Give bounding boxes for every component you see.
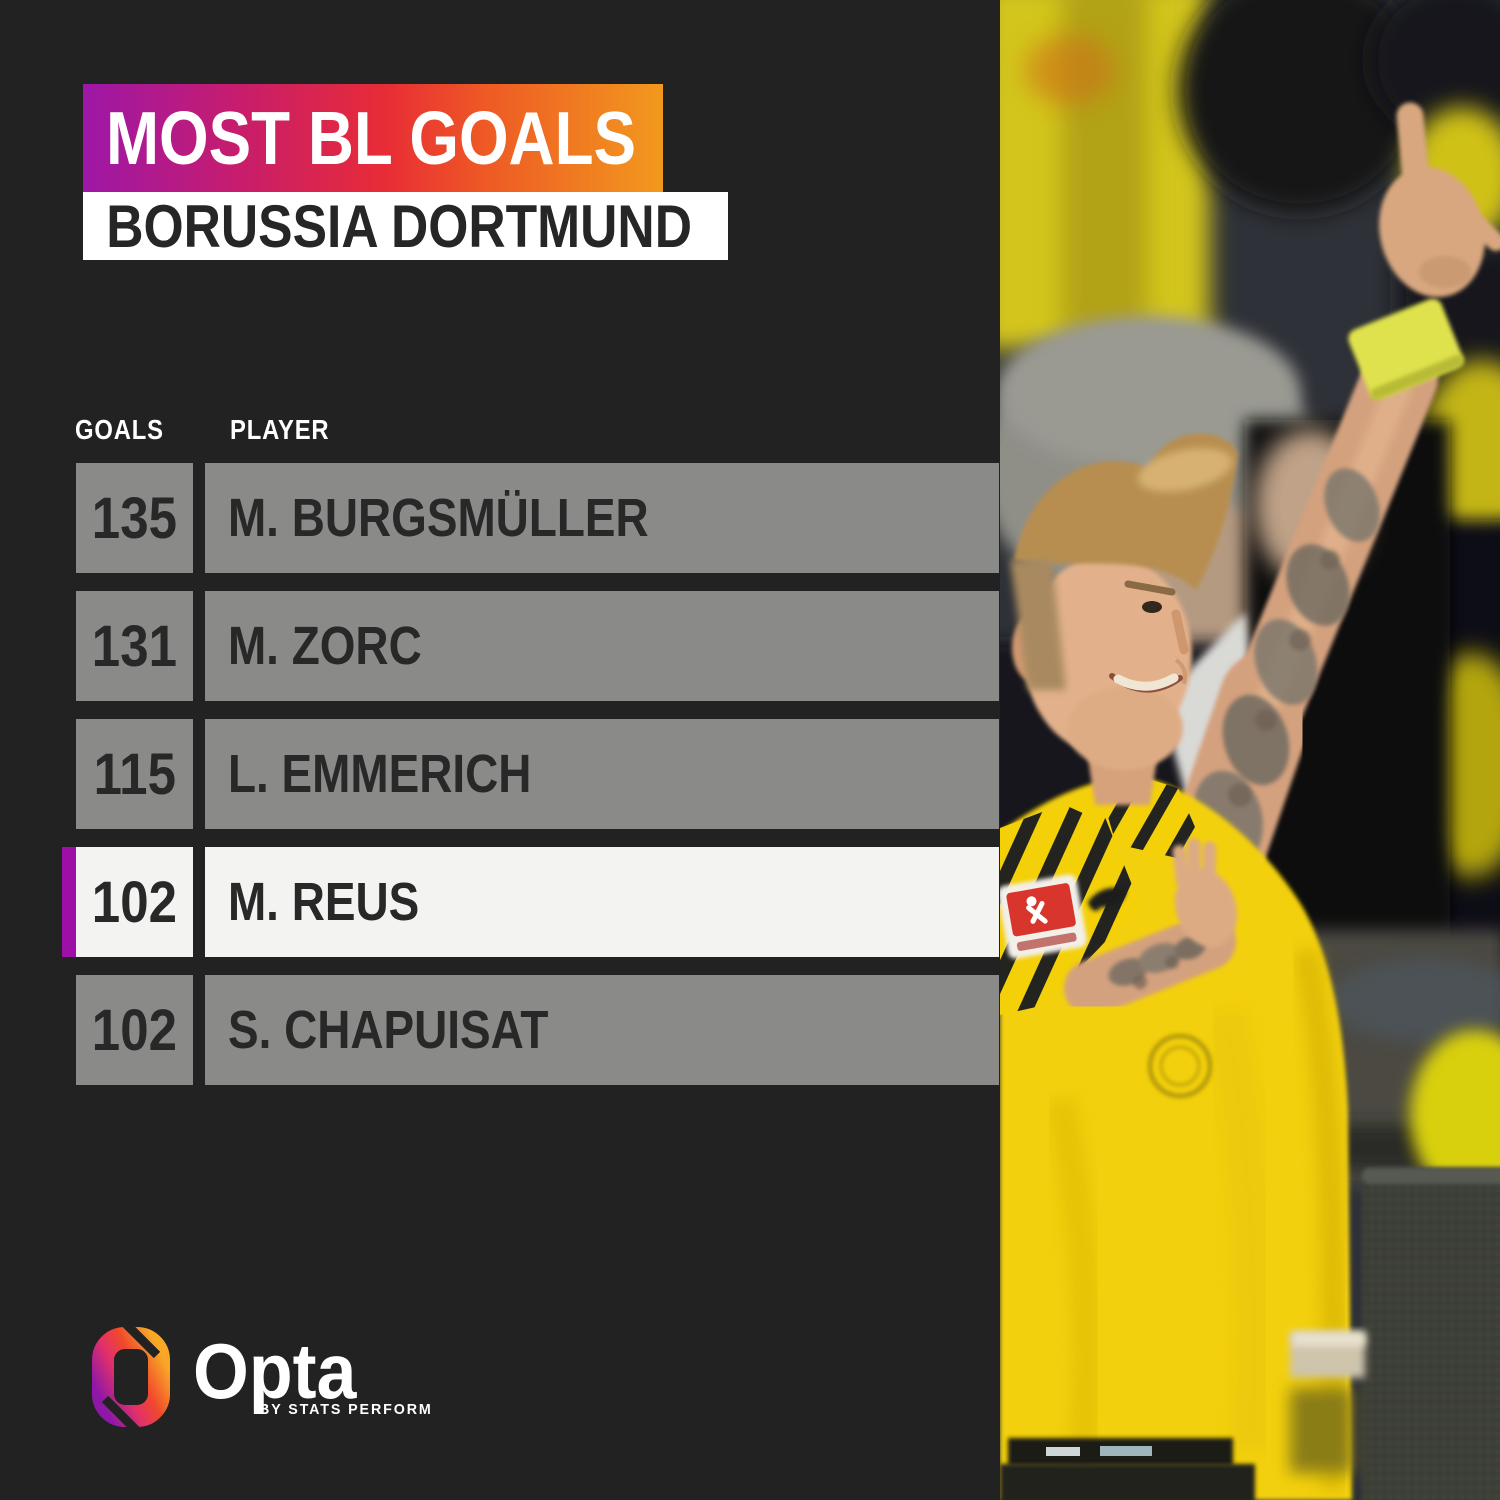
club-crest: [1148, 1034, 1212, 1098]
bundesliga-patch: [1000, 874, 1087, 959]
column-header-goals: GOALS: [75, 414, 164, 445]
yellow-blob: [1410, 1030, 1500, 1200]
goals-cell: 135: [76, 463, 193, 573]
puma-logo: [1088, 887, 1126, 911]
player-name: M. ZORC: [227, 616, 422, 676]
table-row: 131 M. ZORC: [0, 591, 1000, 701]
foreground-objects: [1290, 1030, 1500, 1500]
goals-cell: 131: [76, 591, 193, 701]
player-cell: S. CHAPUISAT: [205, 975, 999, 1085]
goals-value: 135: [91, 485, 178, 551]
wristband: [1348, 298, 1464, 400]
jersey: [1000, 762, 1352, 1500]
player-cell: M. BURGSMÜLLER: [205, 463, 999, 573]
table-row: 135 M. BURGSMÜLLER: [0, 463, 1000, 573]
title-banner: MOST BL GOALS: [83, 84, 663, 192]
table-row: 102 S. CHAPUISAT: [0, 975, 1000, 1085]
page-subtitle: BORUSSIA DORTMUND: [106, 192, 692, 260]
goals-value: 102: [91, 997, 178, 1063]
player-head: [1010, 433, 1238, 805]
highlight-accent-bar: [62, 847, 76, 957]
pointing-hand: [1379, 102, 1500, 298]
goals-cell: 115: [76, 719, 193, 829]
hand-on-chest: [1172, 838, 1238, 948]
player-cell: L. EMMERICH: [205, 719, 999, 829]
goals-cell: 102: [76, 847, 193, 957]
crowd-background: [1000, 0, 1500, 1185]
player-name: S. CHAPUISAT: [227, 1000, 549, 1060]
opta-brand-text: Opta: [193, 1327, 357, 1415]
player-cell: M. REUS: [205, 847, 999, 957]
player-name: M. REUS: [227, 872, 420, 932]
goals-value: 115: [93, 741, 176, 807]
subtitle-banner: BORUSSIA DORTMUND: [83, 192, 728, 260]
player-name: L. EMMERICH: [227, 744, 532, 804]
goals-cell: 102: [76, 975, 193, 1085]
table-row: 115 L. EMMERICH: [0, 719, 1000, 829]
player-photo: [1000, 0, 1500, 1500]
seat-back: [1362, 1168, 1500, 1500]
opta-logo-icon: [92, 1327, 170, 1427]
arm-across-chest: [1064, 838, 1238, 1016]
opta-byline-text: BY STATS PERFORM: [259, 1401, 433, 1418]
goals-value: 131: [91, 613, 178, 679]
player-name: M. BURGSMÜLLER: [227, 488, 649, 548]
player-cell: M. ZORC: [205, 591, 999, 701]
page-title: MOST BL GOALS: [105, 96, 637, 180]
table-row-highlighted: 102 M. REUS: [0, 847, 1000, 957]
column-header-player: PLAYER: [230, 414, 330, 445]
goals-value: 102: [91, 869, 178, 935]
